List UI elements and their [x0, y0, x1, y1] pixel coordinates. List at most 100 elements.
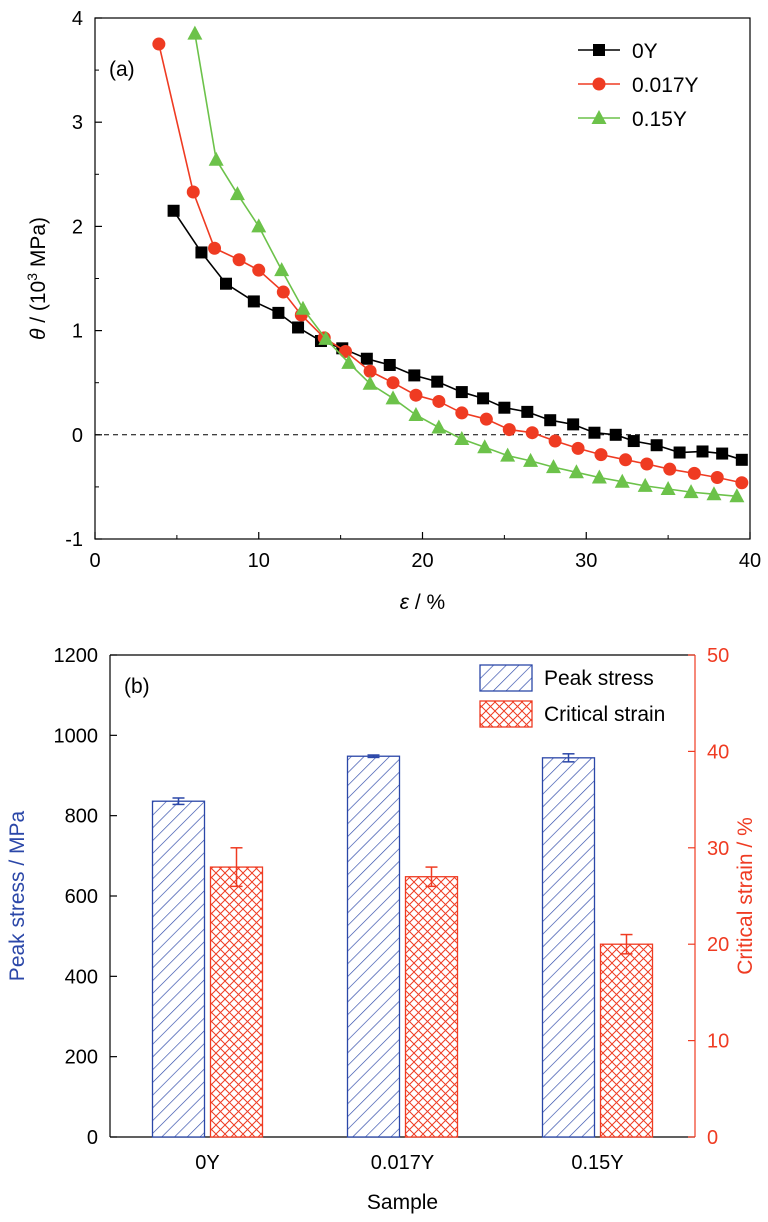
left-y-tick-label: 200	[65, 1047, 98, 1069]
data-point-0.017Y	[455, 406, 469, 420]
right-y-tick-label: 40	[707, 741, 729, 763]
data-point-0.15Y	[251, 218, 267, 233]
data-point-0.15Y	[637, 477, 653, 492]
data-point-0.15Y	[500, 447, 516, 462]
panel-b-x-axis-title: Sample	[367, 1191, 438, 1214]
data-point-0Y	[292, 321, 305, 334]
right-y-tick-label: 50	[707, 645, 729, 667]
y-tick-label: 4	[72, 8, 83, 30]
legend-swatch	[479, 700, 533, 728]
data-point-0.017Y	[548, 434, 562, 448]
y-axis-sep: / (10	[27, 281, 50, 329]
bar-peak-stress	[541, 757, 596, 1138]
data-point-0Y	[220, 277, 232, 290]
data-point-0.017Y	[571, 441, 585, 455]
legend-item-critical-strain: Critical strain	[479, 700, 665, 728]
data-point-0.017Y	[687, 466, 701, 480]
panel-b-chart: 0 200 400 600 800 1000 1200 0 10 20 30 40 50 0Y 0.017Y…	[6, 645, 757, 1214]
data-point-0.017Y	[276, 285, 290, 299]
series-line-0Y	[172, 210, 743, 461]
legend-label: Critical strain	[544, 703, 665, 726]
panel-b-legend: Peak stress Critical strain	[479, 664, 665, 728]
data-point-0.017Y	[479, 412, 493, 426]
data-point-0.15Y	[318, 330, 334, 345]
left-y-tick-label: 800	[65, 806, 98, 828]
left-y-tick-label: 400	[65, 966, 98, 988]
panel-a-series-layer	[152, 25, 749, 503]
data-point-0.017Y	[735, 476, 749, 490]
panel-b-bars-layer	[151, 753, 654, 1138]
data-point-0Y	[588, 426, 601, 439]
data-point-0.017Y	[386, 376, 400, 390]
data-point-0.017Y	[619, 453, 633, 467]
data-point-0.15Y	[591, 469, 607, 484]
legend-label: Peak stress	[544, 667, 654, 690]
data-point-0.15Y	[431, 419, 447, 434]
left-y-tick-label: 600	[65, 886, 98, 908]
data-point-0Y	[408, 369, 421, 382]
data-point-0Y	[609, 428, 622, 441]
data-point-0.15Y	[660, 480, 676, 495]
legend-marker	[591, 110, 607, 124]
y-tick-label: -1	[65, 529, 83, 551]
data-point-0.15Y	[187, 25, 203, 40]
data-point-0.017Y	[252, 263, 266, 277]
data-point-0.017Y	[432, 394, 446, 408]
data-point-0Y	[650, 439, 663, 452]
data-point-0Y	[696, 445, 709, 458]
y-axis-symbol: θ	[27, 328, 50, 340]
x-tick-label: 0Y	[195, 1152, 219, 1174]
data-point-0.15Y	[341, 354, 357, 369]
series-0.017Y	[152, 37, 749, 490]
data-point-0.017Y	[502, 423, 516, 437]
y-tick-label: 0	[72, 425, 83, 447]
panel-a-axes: 0 10 20 30 40 -1 0 1 2 3 4	[65, 8, 761, 572]
bar-critical-strain	[404, 876, 459, 1138]
data-point-0.15Y	[454, 430, 470, 445]
legend-item-0.15Y: 0.15Y	[578, 108, 687, 131]
data-point-0Y	[567, 418, 580, 431]
x-axis-unit: / %	[409, 591, 445, 614]
data-point-0Y	[431, 375, 444, 388]
data-point-0.15Y	[614, 473, 630, 488]
data-point-0.15Y	[523, 452, 539, 467]
data-point-0.017Y	[663, 462, 677, 476]
y-tick-label: 1	[72, 321, 83, 343]
x-tick-label: 0	[89, 550, 100, 572]
legend-item-0.017Y: 0.017Y	[578, 74, 699, 97]
y-tick-label: 3	[72, 112, 83, 134]
legend-marker	[592, 77, 606, 91]
series-0Y	[167, 204, 748, 466]
data-point-0.017Y	[710, 471, 724, 485]
data-point-0.15Y	[706, 486, 722, 501]
x-tick-label: 20	[411, 550, 433, 572]
data-point-0Y	[735, 453, 748, 466]
data-point-0Y	[383, 358, 396, 371]
right-y-tick-label: 10	[707, 1031, 729, 1053]
data-point-0Y	[673, 446, 686, 459]
x-tick-label: 40	[739, 550, 761, 572]
series-line-0.15Y	[194, 33, 737, 498]
legend-label: 0Y	[632, 40, 658, 63]
data-point-0Y	[167, 204, 180, 217]
bar-critical-strain	[599, 943, 654, 1138]
data-point-0.017Y	[594, 448, 608, 462]
x-tick-label: 30	[575, 550, 597, 572]
x-tick-label: 10	[248, 550, 270, 572]
left-y-tick-label: 1000	[54, 725, 99, 747]
data-point-0.15Y	[568, 464, 584, 479]
data-point-0Y	[716, 447, 729, 460]
panel-a-x-axis-title: ε / %	[400, 591, 445, 614]
panel-b-right-axis-title: Critical strain / %	[734, 817, 757, 975]
data-point-0.15Y	[546, 459, 561, 474]
x-tick-label: 0.017Y	[371, 1152, 434, 1174]
data-point-0.15Y	[295, 300, 311, 315]
right-y-tick-label: 0	[707, 1127, 718, 1149]
data-point-0Y	[627, 435, 640, 448]
data-point-0.017Y	[525, 426, 539, 440]
y-axis-exponent: 3	[24, 273, 40, 281]
panel-a-label: (a)	[109, 58, 135, 81]
data-point-0.15Y	[385, 390, 401, 405]
